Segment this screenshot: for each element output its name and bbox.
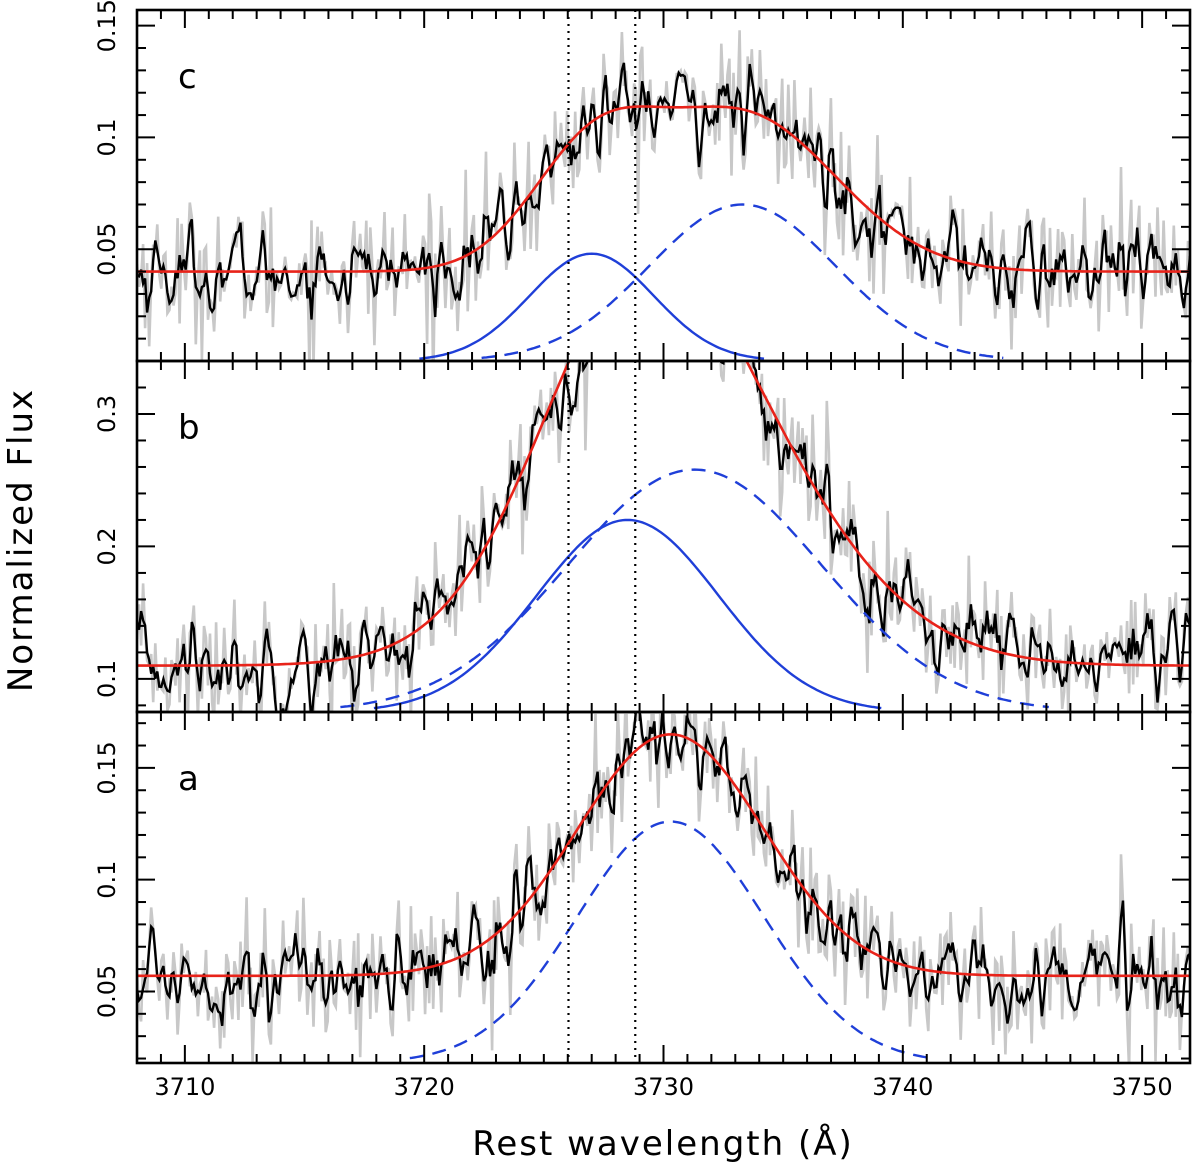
panel-frame — [135, 8, 1192, 363]
y-tick-label: 0.15 — [93, 741, 121, 794]
total-fit-curve — [137, 733, 1190, 978]
y-tick-label: 0.2 — [93, 527, 121, 565]
x-tick-label: 3740 — [872, 1073, 933, 1101]
x-tick-label: 3710 — [154, 1073, 215, 1101]
broad-component-curve — [340, 468, 1049, 709]
panel-c: 0.05 0.1 0.15 c — [93, 0, 1192, 363]
panel-plot-area — [137, 712, 1190, 1063]
y-tick-label: 0.3 — [93, 395, 121, 433]
y-tick-label: 0.1 — [93, 660, 121, 698]
panel-label: a — [178, 759, 199, 799]
y-tick-label: 0.05 — [93, 222, 121, 275]
total-fit-curve — [137, 361, 1190, 667]
smoothed-spectrum-line — [137, 361, 1190, 712]
x-tick-label: 3750 — [1112, 1073, 1173, 1101]
y-tick-label: 0.1 — [93, 861, 121, 899]
panel-label: c — [178, 57, 197, 97]
broad-component-curve — [481, 203, 1004, 360]
panel-a: 0.05 0.1 0.15 a — [93, 710, 1192, 1065]
narrow-component-curve — [373, 518, 882, 710]
x-tick-label: 3730 — [633, 1073, 694, 1101]
y-axis-title: Normalized Flux — [1, 388, 41, 692]
raw-spectrum-line — [137, 361, 1190, 712]
panel-plot-area — [137, 361, 1190, 712]
panel-plot-area — [137, 10, 1190, 361]
raw-spectrum-line — [137, 30, 1190, 361]
panel-b: 0.1 0.2 0.3 b — [93, 359, 1192, 714]
narrow-component-curve — [419, 252, 765, 360]
y-tick-label: 0.15 — [93, 0, 121, 52]
total-fit-curve — [137, 105, 1190, 273]
panel-label: b — [178, 408, 200, 448]
x-tick-label: 3720 — [394, 1073, 455, 1101]
smoothed-spectrum-line — [137, 62, 1190, 320]
y-tick-label: 0.1 — [93, 118, 121, 156]
broad-component-curve — [409, 820, 932, 1060]
panels: 0.05 0.1 0.15 c 0.1 0.2 0.3 b 0.05 0.1 0.15 a 3710 37… — [93, 0, 1192, 1101]
x-axis-title: Rest wavelength (Å) — [472, 1123, 854, 1164]
y-tick-label: 0.05 — [93, 965, 121, 1018]
